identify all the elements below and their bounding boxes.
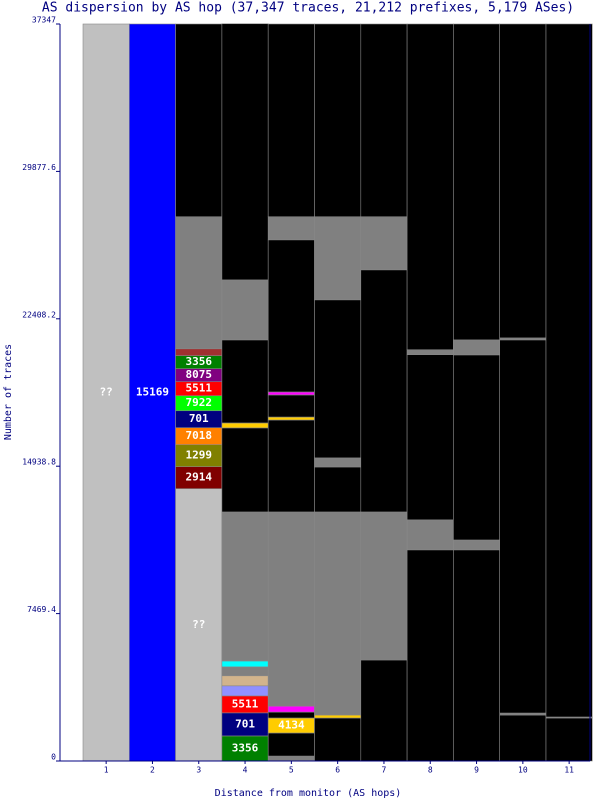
- segment: [314, 717, 362, 762]
- segment-label: 2914: [186, 471, 213, 484]
- segment-label: 15169: [136, 386, 169, 399]
- segment: [314, 466, 362, 513]
- segment: [221, 735, 269, 762]
- segment: [453, 549, 500, 762]
- segment: [221, 675, 269, 687]
- segment: [267, 511, 315, 707]
- segment: [221, 23, 269, 281]
- segment-label: 7018: [186, 429, 213, 442]
- segment: [360, 216, 408, 271]
- segment-label: ??: [100, 386, 113, 399]
- segment: [453, 339, 500, 356]
- x-tick-label: 5: [289, 766, 294, 775]
- segment: [499, 23, 547, 339]
- segment: [360, 23, 408, 218]
- segment: [267, 391, 315, 396]
- segment-label: 4134: [278, 718, 305, 731]
- x-tick-label: 9: [474, 766, 479, 775]
- segment: [406, 349, 454, 355]
- segment: [221, 422, 269, 429]
- segment: [499, 339, 547, 714]
- segment: [221, 511, 269, 662]
- segment: [267, 394, 315, 418]
- segment-label: 8075: [186, 368, 213, 381]
- segment-label: 3356: [232, 741, 259, 754]
- y-tick-label: 14938.8: [22, 458, 56, 467]
- segment: [406, 549, 454, 762]
- segment: [267, 416, 315, 421]
- segment: [314, 216, 362, 301]
- segment: [314, 714, 362, 719]
- x-tick-label: 3: [196, 766, 201, 775]
- segment: [175, 216, 223, 350]
- x-tick-label: 2: [150, 766, 155, 775]
- segment: [453, 354, 500, 541]
- segment-label: 5511: [186, 382, 213, 395]
- segment: [406, 519, 454, 551]
- segment: [499, 714, 547, 762]
- segment: [360, 511, 408, 661]
- segment: [267, 755, 315, 762]
- segment: [267, 239, 315, 393]
- x-tick-label: 11: [564, 766, 574, 775]
- segment: [453, 539, 500, 551]
- x-tick-label: 10: [518, 766, 528, 775]
- segment: [314, 457, 362, 468]
- x-tick-label: 8: [428, 766, 433, 775]
- y-tick-label: 7469.4: [27, 605, 56, 614]
- segment: [267, 419, 315, 513]
- y-tick-label: 0: [51, 753, 56, 762]
- segment: [221, 685, 269, 697]
- x-axis-label: Distance from monitor (AS hops): [215, 788, 402, 799]
- chart-title: AS dispersion by AS hop (37,347 traces, …: [42, 1, 574, 16]
- segment: [221, 279, 269, 341]
- segment: [175, 488, 223, 762]
- segment: [267, 711, 315, 719]
- segment-label: 1299: [186, 449, 213, 462]
- y-tick-label: 22408.2: [22, 310, 56, 319]
- segment: [175, 23, 223, 218]
- segment-label: 7922: [186, 396, 213, 409]
- segment: [314, 511, 362, 716]
- segment: [82, 23, 130, 762]
- segment-label: ??: [192, 618, 205, 631]
- x-tick-label: 7: [382, 766, 387, 775]
- segment: [221, 339, 269, 424]
- segment-label: 701: [189, 412, 209, 425]
- segment: [267, 23, 315, 218]
- segment: [267, 732, 315, 757]
- segment: [221, 427, 269, 513]
- segment: [545, 717, 593, 762]
- x-tick-label: 6: [335, 766, 340, 775]
- y-axis-label: Number of traces: [3, 344, 14, 440]
- y-tick-label: 37347: [32, 16, 56, 25]
- segment-label: 3356: [186, 355, 213, 368]
- segment: [221, 666, 269, 677]
- y-tick-label: 29877.6: [22, 163, 56, 172]
- x-tick-label: 4: [243, 766, 248, 775]
- segment: [453, 23, 500, 341]
- segment: [129, 23, 176, 762]
- segment: [221, 660, 269, 668]
- segment: [267, 705, 315, 713]
- segment: [267, 216, 315, 241]
- x-tick-label: 1: [104, 766, 109, 775]
- segment-label: 5511: [232, 697, 259, 710]
- plot-area: [82, 23, 593, 762]
- segment-label: 701: [235, 717, 255, 730]
- segment: [360, 659, 408, 762]
- segment: [406, 354, 454, 521]
- segment: [314, 299, 362, 459]
- segment: [314, 23, 362, 218]
- segment: [545, 23, 593, 718]
- segment: [360, 269, 408, 513]
- segment: [406, 23, 454, 351]
